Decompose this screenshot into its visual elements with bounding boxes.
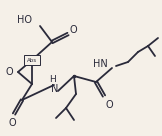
Text: O: O [5, 67, 13, 77]
Text: O: O [106, 100, 114, 110]
Text: H: H [50, 75, 56, 84]
Text: Abs: Abs [27, 58, 37, 63]
Text: HO: HO [17, 15, 32, 25]
Text: O: O [8, 118, 16, 128]
Text: HN: HN [93, 59, 108, 69]
Text: N: N [51, 84, 59, 94]
FancyBboxPatch shape [24, 55, 40, 65]
Text: O: O [70, 25, 78, 35]
